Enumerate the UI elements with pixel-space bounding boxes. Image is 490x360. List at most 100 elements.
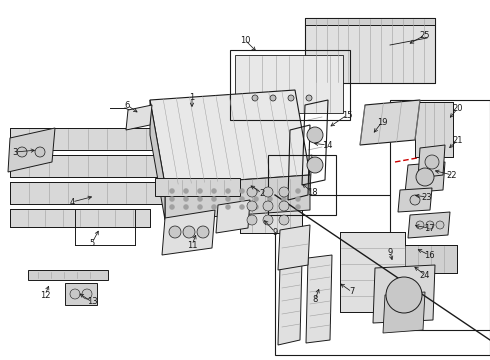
Circle shape [268,204,272,210]
Circle shape [225,204,230,210]
Polygon shape [305,18,435,25]
Circle shape [82,289,92,299]
Text: 17: 17 [424,224,434,233]
Bar [230,50,350,120]
Bar [10,182,165,204]
Text: 16: 16 [424,251,434,260]
Circle shape [247,215,257,225]
Bar [392,245,457,273]
Bar [235,55,343,113]
Polygon shape [165,175,310,220]
Text: 7: 7 [349,288,355,297]
Circle shape [197,226,209,238]
Circle shape [281,189,287,194]
Circle shape [183,189,189,194]
Circle shape [240,204,245,210]
Bar [10,155,165,177]
Circle shape [183,204,189,210]
Circle shape [279,187,289,197]
Circle shape [268,197,272,202]
Circle shape [268,189,272,194]
Circle shape [416,168,434,186]
Text: 6: 6 [124,100,130,109]
Text: 10: 10 [240,36,250,45]
Polygon shape [383,292,425,333]
Circle shape [263,187,273,197]
Text: 13: 13 [87,297,98,306]
Circle shape [169,226,181,238]
Circle shape [295,197,300,202]
Circle shape [410,195,420,205]
Circle shape [70,289,80,299]
Circle shape [288,95,294,101]
Circle shape [425,155,439,169]
Circle shape [386,277,422,313]
Text: 5: 5 [89,239,95,248]
Polygon shape [418,145,445,178]
Polygon shape [126,105,152,130]
Text: 3: 3 [12,148,18,157]
Circle shape [197,189,202,194]
Bar [415,102,453,157]
Text: 9: 9 [272,228,278,237]
Polygon shape [150,100,165,220]
Bar [155,178,240,196]
Circle shape [253,204,259,210]
Polygon shape [216,200,250,233]
Bar [305,18,435,83]
Polygon shape [278,225,310,270]
Circle shape [279,215,289,225]
Circle shape [252,95,258,101]
Circle shape [307,157,323,173]
Text: 2: 2 [259,189,265,198]
Circle shape [263,201,273,211]
Bar [240,178,302,233]
Polygon shape [8,128,55,172]
Circle shape [281,204,287,210]
Bar [268,155,336,215]
Circle shape [197,197,202,202]
Circle shape [240,189,245,194]
Circle shape [295,204,300,210]
Text: 15: 15 [342,111,352,120]
Circle shape [253,197,259,202]
Circle shape [247,201,257,211]
Circle shape [279,201,289,211]
Circle shape [263,215,273,225]
Circle shape [212,204,217,210]
Bar [305,18,435,83]
Text: 1: 1 [189,93,195,102]
Bar [10,155,165,177]
Text: 12: 12 [40,291,50,300]
Text: 25: 25 [420,31,430,40]
Text: 14: 14 [322,140,332,149]
Bar [415,102,453,157]
Bar [10,128,165,150]
Polygon shape [270,158,290,197]
Circle shape [17,147,27,157]
Polygon shape [278,260,302,345]
Circle shape [307,127,323,143]
Bar [65,283,97,305]
Text: 24: 24 [420,270,430,279]
Circle shape [197,204,202,210]
Text: 19: 19 [377,117,387,126]
Circle shape [183,197,189,202]
Polygon shape [405,162,445,193]
Text: 11: 11 [187,240,197,249]
Polygon shape [162,210,215,255]
Bar [28,270,108,280]
Circle shape [170,197,174,202]
Circle shape [240,197,245,202]
Circle shape [306,95,312,101]
Circle shape [170,204,174,210]
Polygon shape [290,155,312,195]
Circle shape [416,221,424,229]
Bar [275,195,490,355]
Circle shape [270,95,276,101]
Bar [392,245,457,273]
Polygon shape [398,188,432,212]
Circle shape [225,189,230,194]
Circle shape [436,221,444,229]
Text: 8: 8 [312,296,318,305]
